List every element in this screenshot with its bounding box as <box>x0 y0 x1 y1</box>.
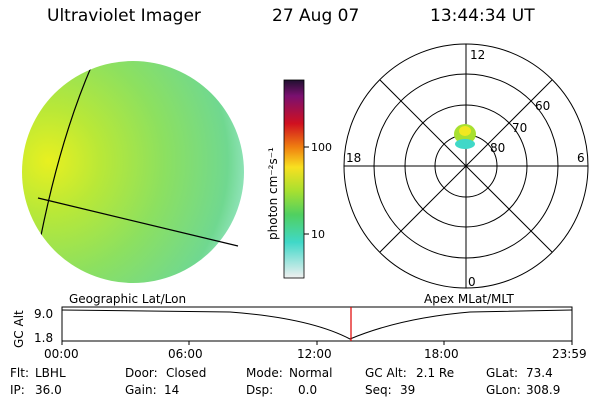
gain-value: 14 <box>164 383 180 397</box>
glat-label: GLat: <box>486 366 519 380</box>
glon-value: 308.9 <box>526 383 561 397</box>
door-value: Closed <box>166 366 207 380</box>
mlt-label-18: 18 <box>346 151 361 165</box>
observation-date: 27 Aug 07 <box>272 6 360 26</box>
filter-label: Flt: <box>10 366 29 380</box>
geographic-caption: Geographic Lat/Lon <box>69 292 187 306</box>
gc-alt-label: GC Alt: <box>365 366 407 380</box>
door-label: Door: <box>125 366 158 380</box>
ip-label: IP: <box>10 383 25 397</box>
observation-time: 13:44:34 UT <box>430 6 535 26</box>
y-tick-1.8: 1.8 <box>34 331 53 345</box>
dsp-value: 0.0 <box>298 383 318 397</box>
colorbar-unit-label: photon cm⁻²s⁻¹ <box>266 147 280 240</box>
time-tick-0000: 00:00 <box>44 347 79 361</box>
lat-label-70: 70 <box>512 121 527 135</box>
seq-label: Seq: <box>365 383 392 397</box>
latlon-grid-line <box>37 197 239 247</box>
dsp-label: Dsp: <box>246 383 274 397</box>
gc-alt-axis-label: GC Alt <box>12 310 26 348</box>
gc-alt-value: 2.1 Re <box>416 366 455 380</box>
time-tick-1200: 12:00 <box>297 347 332 361</box>
mlt-label-6: 6 <box>577 151 585 165</box>
time-tick-0600: 06:00 <box>168 347 203 361</box>
mlt-label-0: 0 <box>468 275 476 289</box>
time-tick-2359: 23:59 <box>552 347 587 361</box>
glat-value: 73.4 <box>526 366 553 380</box>
instrument-title: Ultraviolet Imager <box>47 6 201 26</box>
mode-label: Mode: <box>246 366 283 380</box>
gain-label: Gain: <box>125 383 157 397</box>
colorbar-tick-10: 10 <box>311 228 325 241</box>
altitude-curve <box>61 309 573 340</box>
apex-caption: Apex MLat/MLT <box>424 292 514 306</box>
colorbar-tick-100: 100 <box>311 141 332 154</box>
glon-label: GLon: <box>486 383 521 397</box>
lat-label-60: 60 <box>535 99 550 113</box>
ip-value: 36.0 <box>35 383 62 397</box>
y-tick-9: 9.0 <box>34 307 53 321</box>
earth-disk <box>22 61 244 283</box>
filter-value: LBHL <box>35 366 66 380</box>
lat-label-80: 80 <box>490 141 505 155</box>
time-tick-1800: 18:00 <box>424 347 459 361</box>
mlt-label-12: 12 <box>470 48 485 62</box>
seq-value: 39 <box>400 383 416 397</box>
mode-value: Normal <box>289 366 333 380</box>
